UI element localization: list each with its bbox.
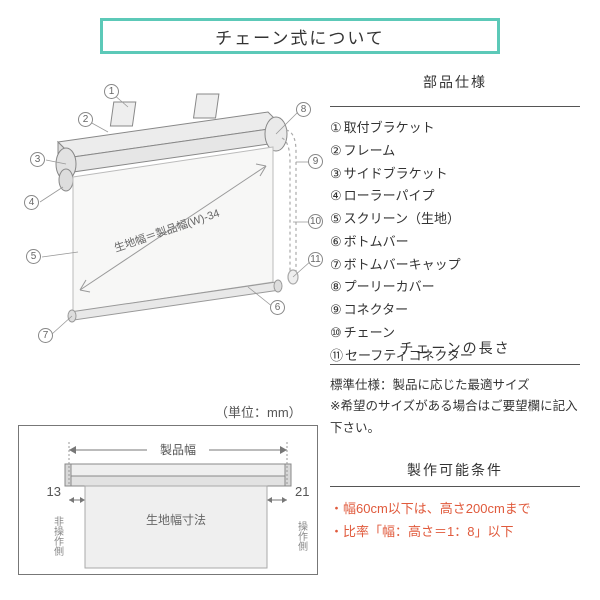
diagram-lower: 製品幅 13 21 生地幅寸法 非操作側 操作側 — [18, 425, 318, 575]
part-number: ④ — [330, 185, 342, 208]
parts-list-item: ④ローラーパイプ — [330, 185, 580, 208]
part-label: コネクター — [344, 299, 408, 322]
parts-heading: 部品仕様 — [330, 72, 580, 92]
diagram-main: 生地幅＝製品幅(W)-34 1 2 3 4 5 6 7 8 — [18, 72, 318, 362]
part-label: ローラーパイプ — [344, 185, 435, 208]
divider — [330, 106, 580, 107]
part-number: ② — [330, 140, 342, 163]
parts-list-item: ⑨コネクター — [330, 299, 580, 322]
divider — [330, 486, 580, 487]
parts-list: ①取付ブラケット②フレーム③サイドブラケット④ローラーパイプ⑤スクリーン（生地）… — [330, 117, 580, 367]
parts-spec: 部品仕様 ①取付ブラケット②フレーム③サイドブラケット④ローラーパイプ⑤スクリー… — [330, 72, 580, 367]
unit-label: （単位：mm） — [215, 402, 302, 421]
part-number: ① — [330, 117, 342, 140]
part-label: ボトムバーキャップ — [344, 254, 461, 277]
mfg-heading: 製作可能条件 — [330, 460, 580, 480]
divider — [330, 364, 580, 365]
svg-text:13: 13 — [47, 484, 61, 499]
callout-9: 9 — [308, 154, 323, 169]
parts-list-item: ⑦ボトムバーキャップ — [330, 254, 580, 277]
part-label: サイドブラケット — [344, 163, 448, 186]
part-label: フレーム — [344, 140, 396, 163]
mfg-line-2: ・比率「幅：高さ＝1：8」以下 — [330, 520, 580, 543]
parts-list-item: ③サイドブラケット — [330, 163, 580, 186]
svg-text:操作側: 操作側 — [296, 520, 308, 551]
part-label: ボトムバー — [344, 231, 409, 254]
parts-list-item: ⑤スクリーン（生地） — [330, 208, 580, 231]
callout-5: 5 — [26, 249, 41, 264]
svg-text:21: 21 — [295, 484, 309, 499]
callout-11: 11 — [308, 252, 323, 267]
callout-4: 4 — [24, 195, 39, 210]
mfg-section: 製作可能条件 ・幅60cm以下は、高さ200cmまで ・比率「幅：高さ＝1：8」… — [330, 460, 580, 544]
chain-length-section: チェーンの長さ 標準仕様：製品に応じた最適サイズ ※希望のサイズがある場合はご要… — [330, 338, 580, 439]
parts-list-item: ⑧プーリーカバー — [330, 276, 580, 299]
part-label: 取付ブラケット — [344, 117, 435, 140]
chain-text: 標準仕様：製品に応じた最適サイズ ※希望のサイズがある場合はご要望欄に記入下さい… — [330, 375, 580, 439]
svg-text:非操作側: 非操作側 — [52, 516, 64, 556]
part-number: ③ — [330, 163, 342, 186]
callout-6: 6 — [270, 300, 285, 315]
callout-7: 7 — [38, 328, 53, 343]
part-number: ⑤ — [330, 208, 342, 231]
title-box: チェーン式について — [100, 18, 500, 54]
svg-text:製品幅: 製品幅 — [160, 442, 196, 457]
part-number: ⑧ — [330, 276, 342, 299]
mfg-line-1: ・幅60cm以下は、高さ200cmまで — [330, 497, 580, 520]
callout-1: 1 — [104, 84, 119, 99]
callout-2: 2 — [78, 112, 93, 127]
parts-list-item: ①取付ブラケット — [330, 117, 580, 140]
callout-3: 3 — [30, 152, 45, 167]
callout-8: 8 — [296, 102, 311, 117]
parts-list-item: ②フレーム — [330, 140, 580, 163]
svg-text:生地幅寸法: 生地幅寸法 — [146, 512, 206, 527]
part-number: ⑦ — [330, 254, 342, 277]
part-number: ⑨ — [330, 299, 342, 322]
chain-heading: チェーンの長さ — [330, 338, 580, 358]
callout-10: 10 — [308, 214, 323, 229]
part-number: ⑥ — [330, 231, 342, 254]
parts-list-item: ⑥ボトムバー — [330, 231, 580, 254]
part-label: プーリーカバー — [344, 276, 435, 299]
part-label: スクリーン（生地） — [344, 208, 460, 231]
title-text: チェーン式について — [215, 24, 385, 49]
